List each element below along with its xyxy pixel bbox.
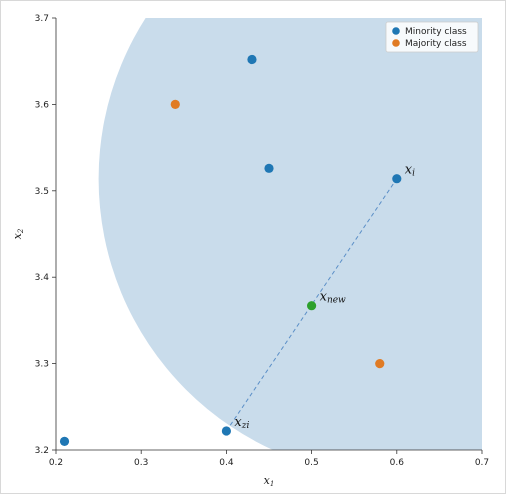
x-tick-label: 0.5 xyxy=(304,458,318,468)
y-axis-label: x2 xyxy=(11,228,25,239)
x-tick-label: 0.2 xyxy=(49,458,63,468)
minority-point xyxy=(221,426,231,436)
new-synthetic-point xyxy=(307,301,317,311)
neighborhood-region xyxy=(98,18,482,450)
annotation-x-new: xnew xyxy=(320,290,346,306)
legend-box xyxy=(385,21,479,53)
minority-point xyxy=(59,436,70,446)
majority-point xyxy=(375,359,385,369)
legend-label: Majority class xyxy=(405,39,467,49)
x-tick-label: 0.6 xyxy=(390,458,405,468)
annotation-x-i: xi xyxy=(405,163,415,179)
y-tick-label: 3.5 xyxy=(35,187,49,197)
interpolation-segment xyxy=(225,178,398,432)
minority-point xyxy=(392,174,402,184)
annotation-x-zi: xzi xyxy=(234,415,249,431)
legend-label: Minority class xyxy=(405,27,467,37)
y-tick-label: 3.7 xyxy=(35,14,49,24)
y-tick-label: 3.2 xyxy=(35,446,49,456)
x-tick-label: 0.3 xyxy=(134,458,148,468)
y-tick-label: 3.3 xyxy=(35,360,49,370)
y-tick-label: 3.4 xyxy=(35,273,50,283)
legend-marker xyxy=(392,39,400,47)
x-tick-label: 0.7 xyxy=(475,458,489,468)
x-axis-label: x1 xyxy=(264,474,275,488)
legend-marker xyxy=(392,27,400,35)
x-tick-label: 0.4 xyxy=(219,458,234,468)
minority-point xyxy=(264,163,274,173)
y-tick-label: 3.6 xyxy=(35,100,50,110)
minority-point xyxy=(247,54,257,65)
majority-point xyxy=(170,99,180,109)
